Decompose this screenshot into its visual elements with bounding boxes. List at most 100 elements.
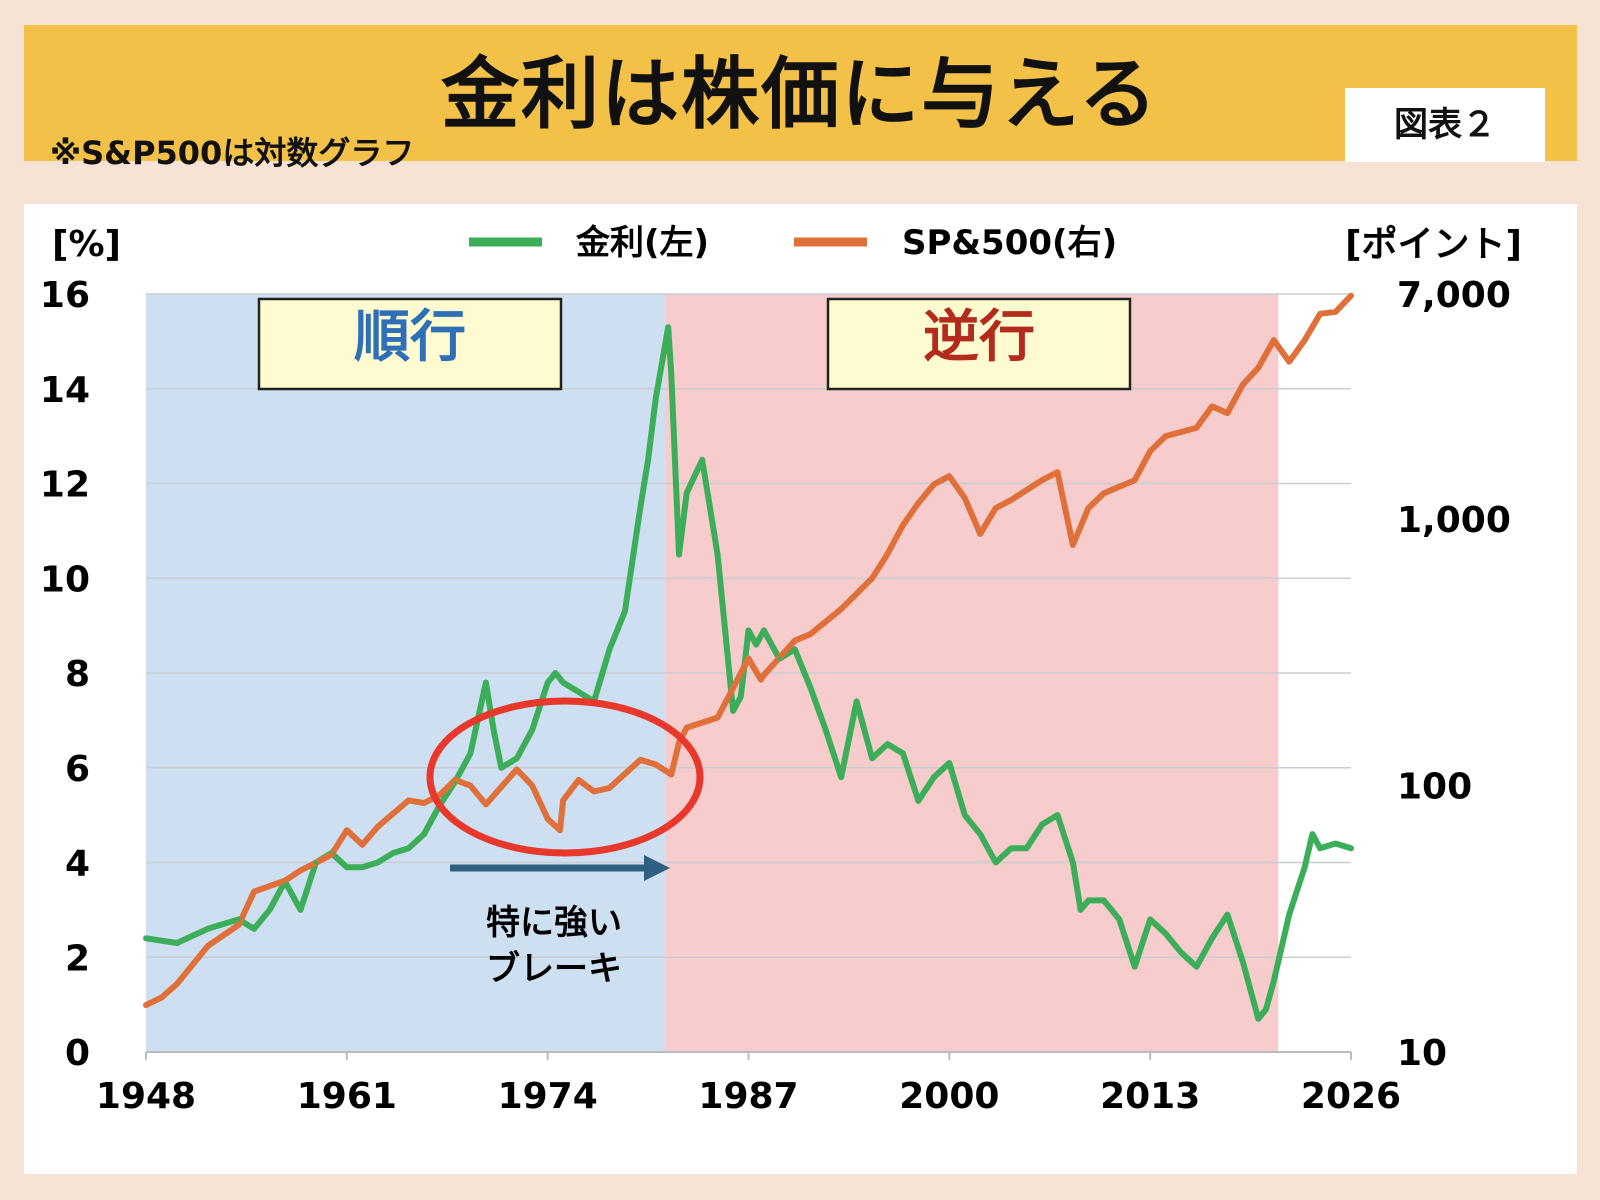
sp500-point (1271, 338, 1276, 343)
rate-point (1194, 964, 1199, 969)
rate-point (1310, 832, 1315, 837)
sp500-point (684, 725, 689, 730)
sp500-point (576, 777, 581, 782)
sp500-point (962, 496, 967, 501)
rate-point (1256, 1016, 1261, 1021)
right-tick-label: 1,000 (1397, 500, 1511, 541)
sp500-point (653, 762, 658, 767)
rate-point (1271, 978, 1276, 983)
sp500-point (1287, 359, 1292, 364)
rate-point (885, 742, 890, 747)
sp500-point (931, 482, 936, 487)
rate-point (746, 628, 751, 633)
rate-point (653, 396, 658, 401)
rate-point (1240, 959, 1245, 964)
rate-point (738, 694, 743, 699)
left-tick-label: 0 (65, 1033, 90, 1074)
rate-point (1132, 964, 1137, 969)
sp500-point (205, 943, 210, 948)
rate-point (947, 761, 952, 766)
sp500-point (360, 842, 365, 847)
sp500-point (530, 783, 535, 788)
sp500-point (1086, 506, 1091, 511)
sp500-point (1302, 338, 1307, 343)
rate-point (700, 457, 705, 462)
sp500-point (1040, 478, 1045, 483)
sp500-point (561, 798, 566, 803)
rate-point (1101, 898, 1106, 903)
sp500-point (468, 783, 473, 788)
right-axis-ticks: 10 100 1,000 7,000 (1397, 275, 1511, 1074)
sp500-point (1055, 470, 1060, 475)
sp500-point (758, 677, 763, 682)
rate-point (422, 832, 427, 837)
rate-point (761, 628, 766, 633)
sp500-point (283, 878, 288, 883)
rate-point (622, 609, 627, 614)
sp500-point (558, 828, 563, 833)
sp500-point (159, 995, 164, 1000)
rate-point (707, 505, 712, 510)
rate-point (1148, 917, 1153, 922)
chart-panel: 順行 逆行 0 2 4 6 8 10 12 14 16 10 100 1,000 7,000 1948… (24, 204, 1577, 1174)
sp500-point (1333, 309, 1338, 314)
rate-point (646, 457, 651, 462)
sp500-point (669, 772, 674, 777)
rate-point (483, 680, 488, 685)
rate-point (900, 751, 905, 756)
rate-point (545, 680, 550, 685)
left-tick-label: 10 (40, 559, 90, 600)
brake-arrow-head (644, 855, 670, 881)
rate-point (931, 775, 936, 780)
rate-point (360, 865, 365, 870)
rate-point (1117, 917, 1122, 922)
sp500-point (1132, 478, 1137, 483)
rate-point (1333, 841, 1338, 846)
x-axis-ticks: 1948 1961 1974 1987 2000 2013 2026 (96, 1052, 1401, 1117)
sp500-point (638, 757, 643, 762)
rate-point (754, 642, 759, 647)
x-tick-label: 1974 (498, 1076, 598, 1117)
chart: 順行 逆行 0 2 4 6 8 10 12 14 16 10 100 1,000 7,000 1948… (40, 223, 1522, 1117)
sp500-point (422, 801, 427, 806)
rate-point (1040, 822, 1045, 827)
sp500-point (174, 981, 179, 986)
highlight-circle (426, 697, 704, 857)
sp500-point (978, 531, 983, 536)
sp500-point (1256, 365, 1261, 370)
rate-point (267, 907, 272, 912)
sp500-point (375, 824, 380, 829)
sp500-point (329, 852, 334, 857)
sp500-point (437, 793, 442, 798)
sp500-point (761, 673, 766, 678)
rate-point (576, 689, 581, 694)
sp500-point (1009, 498, 1014, 503)
zone-label-box-right (826, 297, 1132, 391)
left-tick-label: 14 (40, 370, 90, 411)
sp500-point (1070, 542, 1075, 547)
sp500-point (900, 523, 905, 528)
sp500-point (947, 474, 952, 479)
left-tick-label: 12 (40, 465, 90, 506)
rate-point (962, 813, 967, 818)
sp500-point (452, 777, 457, 782)
zone-label-left: 順行 (354, 305, 466, 370)
rate-point (375, 860, 380, 865)
sp500-point (808, 632, 813, 637)
left-tick-label: 6 (65, 749, 90, 790)
rate-point (499, 765, 504, 770)
rate-point (530, 727, 535, 732)
zone-label-box-left (257, 297, 563, 391)
rate-point (205, 926, 210, 931)
page-subtitle: ※S&P500は対数グラフ (50, 134, 415, 172)
rate-point (298, 907, 303, 912)
title-banner (24, 25, 1577, 161)
left-tick-label: 16 (40, 275, 90, 316)
rate-point (993, 860, 998, 865)
rate-point (731, 708, 736, 713)
sp500-point (514, 767, 519, 772)
rate-point (406, 846, 411, 851)
sp500-point (1148, 449, 1153, 454)
x-tick-label: 2013 (1100, 1076, 1200, 1117)
rate-point (607, 647, 612, 652)
